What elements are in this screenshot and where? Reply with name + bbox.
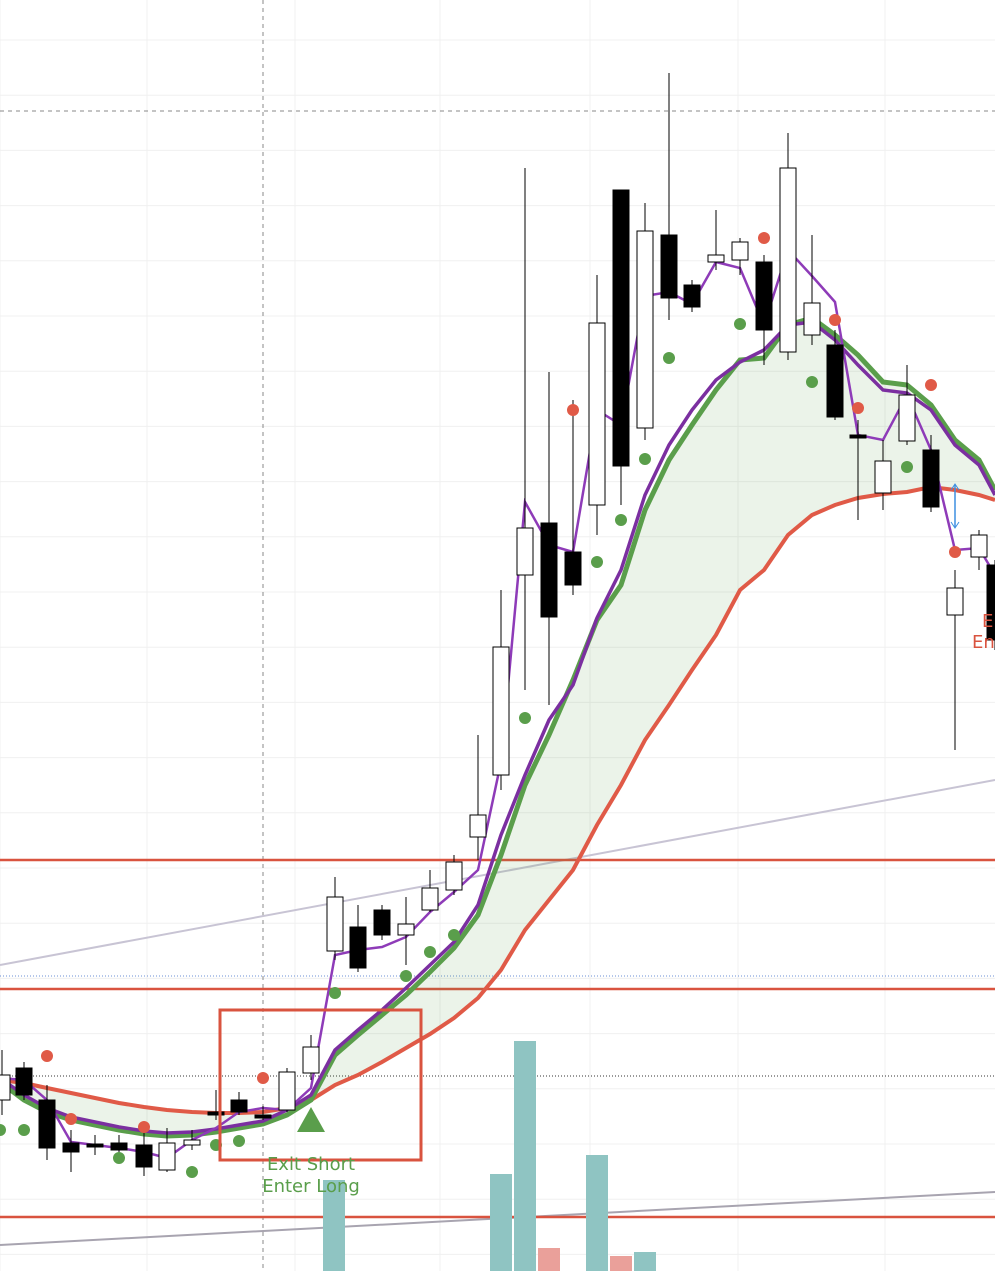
- candle-body: [826, 344, 844, 418]
- candle-body: [970, 534, 988, 558]
- green-dot: [639, 453, 651, 465]
- candle-body: [230, 1099, 248, 1113]
- green-dot: [663, 352, 675, 364]
- green-dot: [519, 712, 531, 724]
- volume-bar: [514, 1041, 536, 1271]
- candle-body: [683, 284, 701, 308]
- candle-body: [445, 861, 463, 891]
- candle-body: [326, 896, 344, 952]
- candles: [0, 73, 995, 1176]
- candle-body: [516, 527, 534, 576]
- candle-body: [302, 1046, 320, 1074]
- candle-body: [755, 261, 773, 331]
- candle-body: [158, 1142, 176, 1171]
- candle-body: [183, 1139, 201, 1146]
- volume: [323, 1041, 656, 1271]
- red-dot: [758, 232, 770, 244]
- candle-body: [207, 1111, 225, 1116]
- signal-label: E: [982, 611, 993, 632]
- dots: [0, 232, 961, 1178]
- candle-body: [421, 887, 439, 911]
- green-dot: [0, 1124, 6, 1136]
- volume-bar: [323, 1180, 345, 1271]
- green-dot: [448, 929, 460, 941]
- signal-label: Exit Short: [267, 1154, 355, 1175]
- green-dot: [424, 946, 436, 958]
- candle-body: [731, 241, 749, 261]
- candle-body: [898, 394, 916, 442]
- green-dot: [734, 318, 746, 330]
- band-fill: [0, 318, 995, 1136]
- candle-body: [946, 587, 964, 616]
- volume-bar: [610, 1256, 632, 1271]
- red-dot: [852, 402, 864, 414]
- red-dot: [65, 1113, 77, 1125]
- candle-body: [110, 1142, 128, 1151]
- green-dot: [329, 987, 341, 999]
- candle-body: [779, 167, 797, 353]
- candle-body: [135, 1144, 153, 1168]
- candle-body: [874, 460, 892, 494]
- range-arrow: [950, 483, 960, 529]
- candle-body: [564, 551, 582, 586]
- green-dot: [113, 1152, 125, 1164]
- signal-label: En: [972, 632, 995, 653]
- red-dot: [257, 1072, 269, 1084]
- candle-body: [636, 230, 654, 429]
- volume-bar: [538, 1248, 560, 1271]
- candle-body: [849, 434, 867, 439]
- highlight-box: [218, 1008, 423, 1162]
- candle-body: [707, 254, 725, 263]
- arrow-head: [950, 521, 960, 529]
- arrow-head: [950, 483, 960, 491]
- candle-body: [612, 189, 630, 467]
- green-dot: [18, 1124, 30, 1136]
- candle-body: [803, 302, 821, 336]
- volume-bar: [586, 1155, 608, 1271]
- red-dot: [138, 1121, 150, 1133]
- candle-body: [86, 1143, 104, 1148]
- green-dot: [901, 461, 913, 473]
- buy-marker: [297, 1107, 325, 1132]
- red-line: [0, 484, 995, 1115]
- trend-line: [0, 779, 995, 966]
- candle-body: [254, 1114, 272, 1119]
- red-dot: [41, 1050, 53, 1062]
- candle-body: [469, 814, 487, 838]
- green-dot: [806, 376, 818, 388]
- red-dot: [829, 314, 841, 326]
- green-dot: [233, 1135, 245, 1147]
- candle-body: [349, 926, 367, 969]
- green-dot: [400, 970, 412, 982]
- candle-body: [0, 1074, 11, 1101]
- candle-body: [62, 1142, 80, 1153]
- candle-body: [373, 909, 391, 936]
- candle-body: [15, 1067, 33, 1096]
- volume-bar: [490, 1174, 512, 1271]
- candle-body: [922, 449, 940, 508]
- green-dot: [615, 514, 627, 526]
- candle-body: [278, 1071, 296, 1111]
- volume-bar: [634, 1252, 656, 1271]
- red-dot: [567, 404, 579, 416]
- candle-body: [397, 923, 415, 936]
- candle-body: [588, 322, 606, 506]
- signal-label: Enter Long: [262, 1176, 360, 1197]
- candle-body: [492, 646, 510, 776]
- candle-body: [38, 1099, 56, 1149]
- red-dot: [949, 546, 961, 558]
- green-dot: [591, 556, 603, 568]
- candle-body: [540, 522, 558, 618]
- candle-body: [986, 564, 995, 641]
- candle-body: [660, 234, 678, 299]
- red-dot: [925, 379, 937, 391]
- green-dot: [186, 1166, 198, 1178]
